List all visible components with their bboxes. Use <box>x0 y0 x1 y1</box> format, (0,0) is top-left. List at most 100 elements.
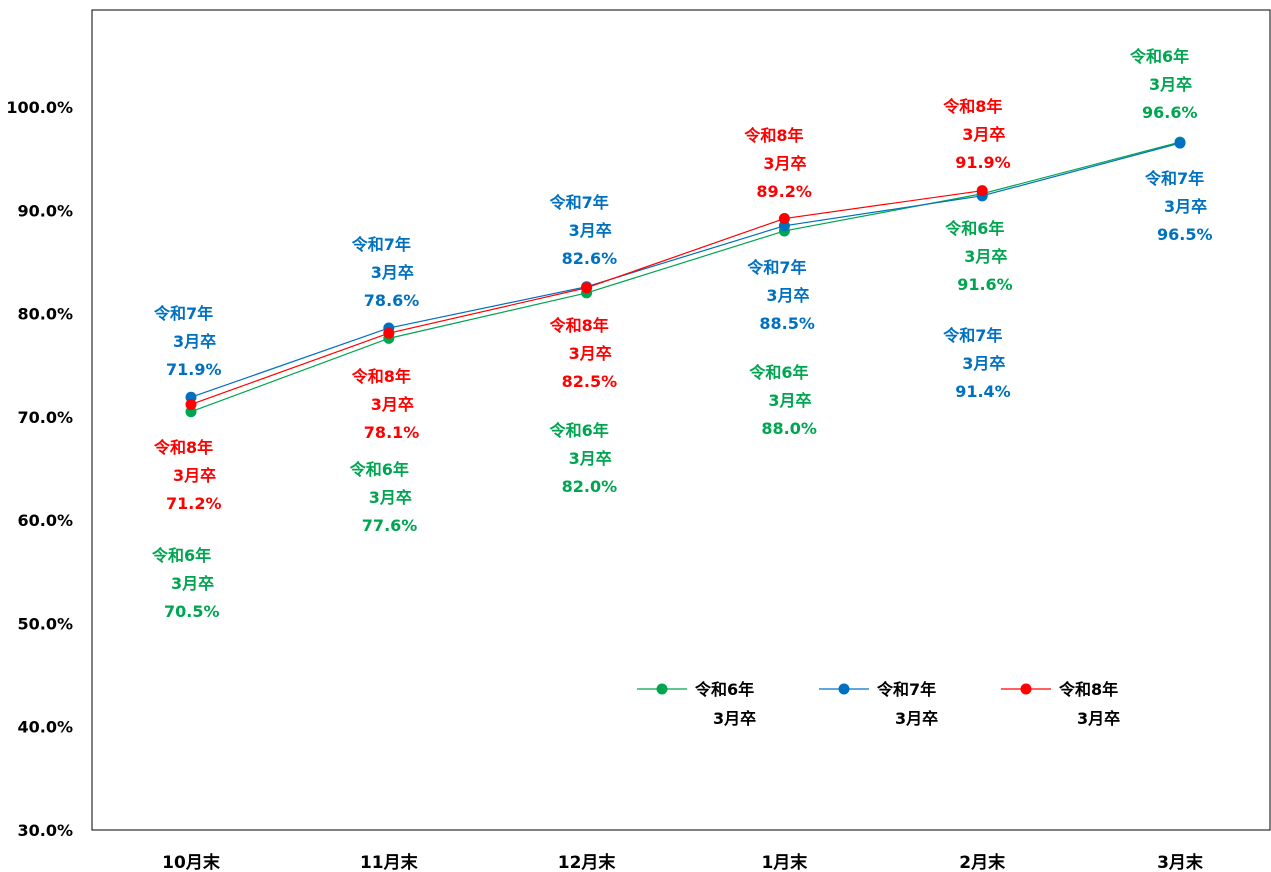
data-label: 令和7年 3月卒 91.4% <box>942 326 1011 401</box>
legend-item: 令和7年 3月卒 <box>819 680 938 728</box>
data-label-suffix: 3月卒 <box>569 344 612 363</box>
data-label: 令和7年 3月卒 88.5% <box>746 258 815 333</box>
series-lines <box>185 136 1186 418</box>
legend-label-name: 令和6年 <box>694 680 754 699</box>
data-label: 令和8年 3月卒 89.2% <box>743 126 812 201</box>
data-label: 令和7年 3月卒 82.6% <box>549 193 618 268</box>
data-label-value: 77.6% <box>362 516 418 535</box>
data-label-name: 令和7年 <box>351 235 411 254</box>
data-label-name: 令和7年 <box>153 304 213 323</box>
data-label: 令和6年 3月卒 77.6% <box>349 460 418 535</box>
data-label-value: 88.5% <box>759 314 815 333</box>
series-line <box>190 141 1181 413</box>
data-label-value: 78.1% <box>364 423 420 442</box>
data-label: 令和8年 3月卒 82.5% <box>549 316 618 391</box>
data-label-value: 70.5% <box>164 602 220 621</box>
y-tick-label: 50.0% <box>17 614 73 633</box>
data-label-value: 71.9% <box>166 360 222 379</box>
y-tick-label: 100.0% <box>6 98 73 117</box>
data-point <box>581 282 593 294</box>
data-label-value: 78.6% <box>364 291 420 310</box>
data-label: 令和6年 3月卒 91.6% <box>944 219 1013 294</box>
y-tick-label: 90.0% <box>17 201 73 220</box>
legend-label-suffix: 3月卒 <box>713 709 756 728</box>
legend-marker <box>838 683 850 695</box>
y-axis: 30.0% 40.0% 50.0% 60.0% 70.0% 80.0% 90.0% 100.0… <box>6 98 73 840</box>
data-label: 令和8年 3月卒 91.9% <box>942 97 1011 172</box>
data-label: 令和6年 3月卒 96.6% <box>1129 47 1198 122</box>
data-point <box>778 213 790 225</box>
data-label-name: 令和8年 <box>942 97 1002 116</box>
x-tick-label: 12月末 <box>558 852 617 872</box>
data-label-suffix: 3月卒 <box>569 449 612 468</box>
y-tick-label: 70.0% <box>17 408 73 427</box>
data-label: 令和7年 3月卒 96.5% <box>1144 169 1213 244</box>
data-label-suffix: 3月卒 <box>371 263 414 282</box>
y-tick-label: 60.0% <box>17 511 73 530</box>
data-label-value: 91.6% <box>957 275 1013 294</box>
data-label-name: 令和6年 <box>549 421 609 440</box>
data-label-name: 令和6年 <box>151 546 211 565</box>
data-point <box>1174 137 1186 149</box>
x-tick-label: 2月末 <box>959 852 1006 872</box>
data-label-value: 88.0% <box>761 419 817 438</box>
data-label-suffix: 3月卒 <box>763 154 806 173</box>
data-label-name: 令和8年 <box>351 367 411 386</box>
data-label-value: 71.2% <box>166 494 222 513</box>
legend-item: 令和6年 3月卒 <box>637 680 756 728</box>
data-label-name: 令和7年 <box>746 258 806 277</box>
legend-label-name: 令和8年 <box>1058 680 1118 699</box>
data-labels: 令和6年3月卒70.5%令和6年3月卒77.6%令和6年3月卒82.0%令和6年… <box>151 47 1213 621</box>
data-label-suffix: 3月卒 <box>173 332 216 351</box>
data-label-value: 96.6% <box>1142 103 1198 122</box>
data-label: 令和7年 3月卒 78.6% <box>351 235 420 310</box>
data-label-name: 令和7年 <box>942 326 1002 345</box>
data-label-value: 91.4% <box>955 382 1011 401</box>
data-label: 令和6年 3月卒 70.5% <box>151 546 220 621</box>
x-tick-label: 1月末 <box>761 852 808 872</box>
data-label-name: 令和8年 <box>743 126 803 145</box>
data-label-suffix: 3月卒 <box>171 574 214 593</box>
data-label-name: 令和6年 <box>349 460 409 479</box>
series-line <box>190 142 1181 398</box>
data-label: 令和6年 3月卒 82.0% <box>549 421 618 496</box>
legend-label-suffix: 3月卒 <box>1077 709 1120 728</box>
data-label-suffix: 3月卒 <box>369 488 412 507</box>
data-label-value: 82.0% <box>562 477 618 496</box>
data-label-suffix: 3月卒 <box>1164 197 1207 216</box>
data-label-suffix: 3月卒 <box>371 395 414 414</box>
data-label: 令和8年 3月卒 71.2% <box>153 438 222 513</box>
y-tick-label: 30.0% <box>17 821 73 840</box>
data-point <box>383 327 395 339</box>
legend-label-name: 令和7年 <box>876 680 936 699</box>
data-label-suffix: 3月卒 <box>768 391 811 410</box>
data-label-name: 令和6年 <box>944 219 1004 238</box>
data-point <box>185 398 197 410</box>
data-label-suffix: 3月卒 <box>1149 75 1192 94</box>
data-label-name: 令和8年 <box>549 316 609 335</box>
legend: 令和6年 3月卒 令和7年 3月卒 令和8年 3月卒 <box>637 680 1120 728</box>
data-label-name: 令和8年 <box>153 438 213 457</box>
y-tick-label: 40.0% <box>17 718 73 737</box>
data-label: 令和8年 3月卒 78.1% <box>351 367 420 442</box>
data-label-suffix: 3月卒 <box>964 247 1007 266</box>
y-tick-label: 80.0% <box>17 305 73 324</box>
data-label: 令和7年 3月卒 71.9% <box>153 304 222 379</box>
legend-item: 令和8年 3月卒 <box>1001 680 1120 728</box>
x-axis: 10月末 11月末 12月末 1月末 2月末 3月末 <box>162 852 1204 872</box>
data-label-suffix: 3月卒 <box>962 354 1005 373</box>
data-label-name: 令和6年 <box>1129 47 1189 66</box>
legend-label-suffix: 3月卒 <box>895 709 938 728</box>
data-label-name: 令和7年 <box>1144 169 1204 188</box>
legend-marker <box>1020 683 1032 695</box>
data-label-value: 96.5% <box>1157 225 1213 244</box>
data-label: 令和6年 3月卒 88.0% <box>748 363 817 438</box>
data-label-suffix: 3月卒 <box>962 125 1005 144</box>
data-label-name: 令和7年 <box>549 193 609 212</box>
plot-area <box>91 9 1271 831</box>
data-label-value: 89.2% <box>756 182 812 201</box>
data-point <box>976 185 988 197</box>
x-tick-label: 3月末 <box>1157 852 1204 872</box>
legend-marker <box>656 683 668 695</box>
